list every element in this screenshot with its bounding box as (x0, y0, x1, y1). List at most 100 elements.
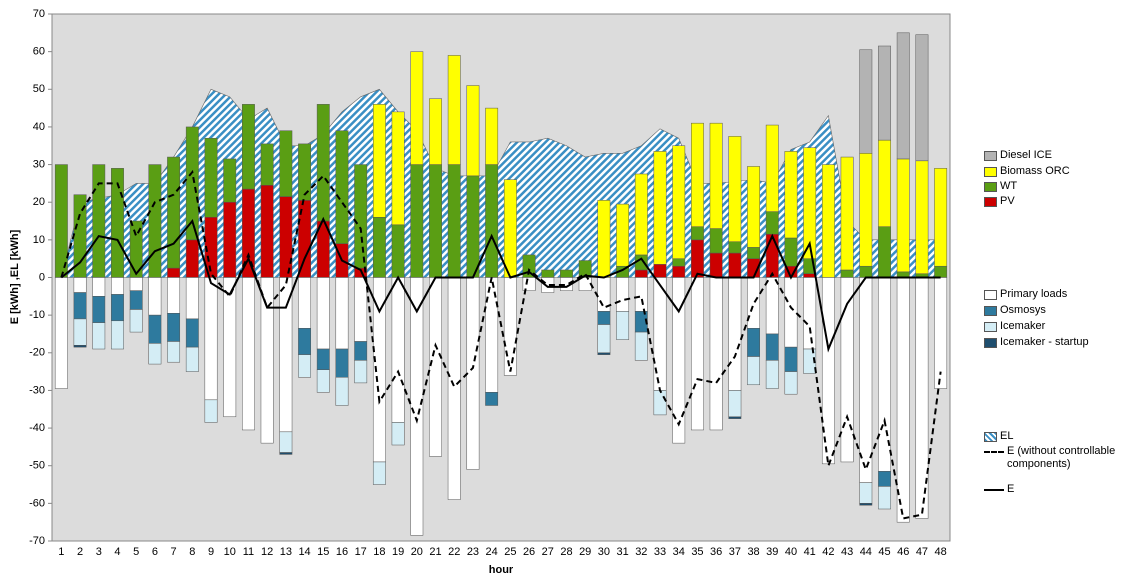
bar-segment (896, 32, 910, 160)
bar-segment (503, 179, 517, 278)
x-tick-label: 16 (336, 546, 348, 558)
bar-segment (691, 277, 704, 431)
bar-segment (279, 130, 293, 197)
x-tick-label: 44 (860, 546, 872, 558)
legend-swatch (984, 197, 997, 207)
bar-segment (148, 343, 162, 365)
bar-segment (859, 503, 873, 506)
legend-label: Diesel ICE (1000, 149, 1052, 161)
x-tick-label: 36 (710, 546, 722, 558)
bar-segment (634, 331, 648, 361)
x-tick-label: 18 (373, 546, 385, 558)
x-tick-label: 37 (729, 546, 741, 558)
bar-segment (316, 277, 330, 350)
legend-swatch (984, 290, 997, 300)
bar-segment (878, 226, 891, 278)
bar-segment (148, 164, 162, 278)
bar-segment (616, 311, 630, 340)
x-tick-label: 28 (560, 546, 572, 558)
bar-segment (803, 348, 817, 374)
bar-segment (765, 124, 779, 212)
legend-label: Icemaker - startup (1000, 336, 1089, 348)
bar-segment (560, 269, 573, 278)
x-tick-label: 27 (542, 546, 554, 558)
bar-segment (728, 252, 742, 278)
bar-segment (747, 356, 760, 386)
legend-swatch (984, 151, 997, 161)
bar-segment (298, 354, 311, 378)
x-tick-label: 26 (523, 546, 535, 558)
bar-segment (466, 277, 480, 470)
bar-segment (335, 130, 349, 244)
x-tick-label: 10 (224, 546, 236, 558)
y-tick-label: 0 (39, 271, 45, 283)
bar-segment (784, 346, 798, 372)
bar-segment (335, 377, 349, 406)
bar-segment (485, 164, 499, 278)
bar-segment (466, 85, 480, 177)
bar-segment (316, 348, 330, 370)
bar-segment (410, 277, 424, 536)
bar-segment (691, 239, 704, 278)
bar-segment (73, 318, 87, 346)
bar-segment (747, 166, 760, 248)
bar-segment (821, 164, 835, 278)
x-tick-label: 13 (280, 546, 292, 558)
bar-segment (204, 137, 218, 218)
legend-item: EL (984, 430, 1124, 443)
bar-segment (447, 55, 461, 165)
y-tick-label: 20 (33, 196, 45, 208)
x-tick-label: 15 (317, 546, 329, 558)
x-tick-label: 11 (243, 546, 254, 558)
bar-segment (54, 164, 68, 278)
bar-segment (129, 309, 143, 333)
legend-label: Primary loads (1000, 288, 1068, 300)
legend-swatch (984, 338, 997, 348)
x-tick-label: 14 (298, 546, 310, 558)
x-tick-label: 8 (189, 546, 195, 558)
bar-segment (765, 233, 779, 278)
legend-swatch (984, 451, 1004, 453)
bar-segment (223, 158, 237, 203)
legend-swatch (984, 306, 997, 316)
bar-segment (597, 311, 611, 325)
bar-segment (185, 318, 199, 348)
bar-segment (298, 328, 311, 355)
x-tick-label: 39 (766, 546, 778, 558)
bar-segment (92, 277, 106, 297)
bar-segment (522, 277, 536, 291)
bar-segment (73, 292, 87, 320)
bar-segment (372, 461, 386, 485)
bar-segment (859, 482, 873, 504)
y-tick-label: -30 (29, 384, 45, 396)
bar-segment (840, 156, 854, 271)
bar-segment (765, 277, 779, 335)
bar-segment (54, 277, 68, 389)
legend-item: Biomass ORC (984, 165, 1124, 178)
y-tick-label: -20 (29, 347, 45, 359)
bar-segment (728, 277, 742, 391)
legend-item: Primary loads (984, 288, 1124, 301)
bar-segment (672, 277, 686, 444)
bar-segment (859, 153, 873, 267)
x-tick-label: 19 (392, 546, 404, 558)
y-tick-label: -50 (29, 460, 45, 472)
bar-segment (503, 277, 517, 376)
bar-segment (691, 122, 704, 227)
bar-segment (634, 269, 648, 278)
x-tick-label: 34 (673, 546, 685, 558)
bar-segment (485, 392, 499, 406)
bar-segment (204, 399, 218, 423)
bar-segment (129, 290, 143, 310)
x-tick-label: 21 (429, 546, 441, 558)
legend-item: Icemaker (984, 320, 1124, 333)
y-axis-title: E [kWh] ,EL [kWh] (9, 229, 21, 324)
bar-segment (391, 277, 405, 423)
bar-segment (934, 168, 948, 267)
x-tick-label: 6 (152, 546, 158, 558)
legend-item: WT (984, 180, 1124, 193)
bar-segment (148, 314, 162, 344)
bar-segment (260, 277, 274, 444)
y-tick-label: 10 (33, 234, 45, 246)
